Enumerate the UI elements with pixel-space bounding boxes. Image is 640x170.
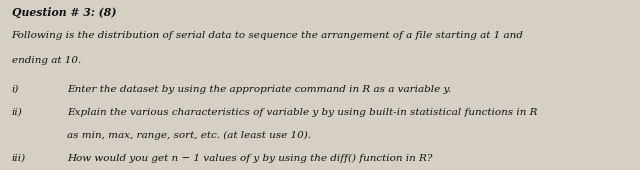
- Text: iii): iii): [12, 154, 26, 163]
- Text: How would you get n − 1 values of y by using the diff() function in R?: How would you get n − 1 values of y by u…: [67, 154, 433, 163]
- Text: ii): ii): [12, 108, 22, 117]
- Text: Explain the various characteristics of variable y by using built-in statistical : Explain the various characteristics of v…: [67, 108, 538, 117]
- Text: ending at 10.: ending at 10.: [12, 56, 81, 65]
- Text: i): i): [12, 85, 19, 94]
- Text: Enter the dataset by using the appropriate command in R as a variable y.: Enter the dataset by using the appropria…: [67, 85, 451, 94]
- Text: as min, max, range, sort, etc. (at least use 10).: as min, max, range, sort, etc. (at least…: [67, 131, 311, 140]
- Text: Question # 3: (8): Question # 3: (8): [12, 7, 116, 18]
- Text: Following is the distribution of serial data to sequence the arrangement of a fi: Following is the distribution of serial …: [12, 31, 524, 40]
